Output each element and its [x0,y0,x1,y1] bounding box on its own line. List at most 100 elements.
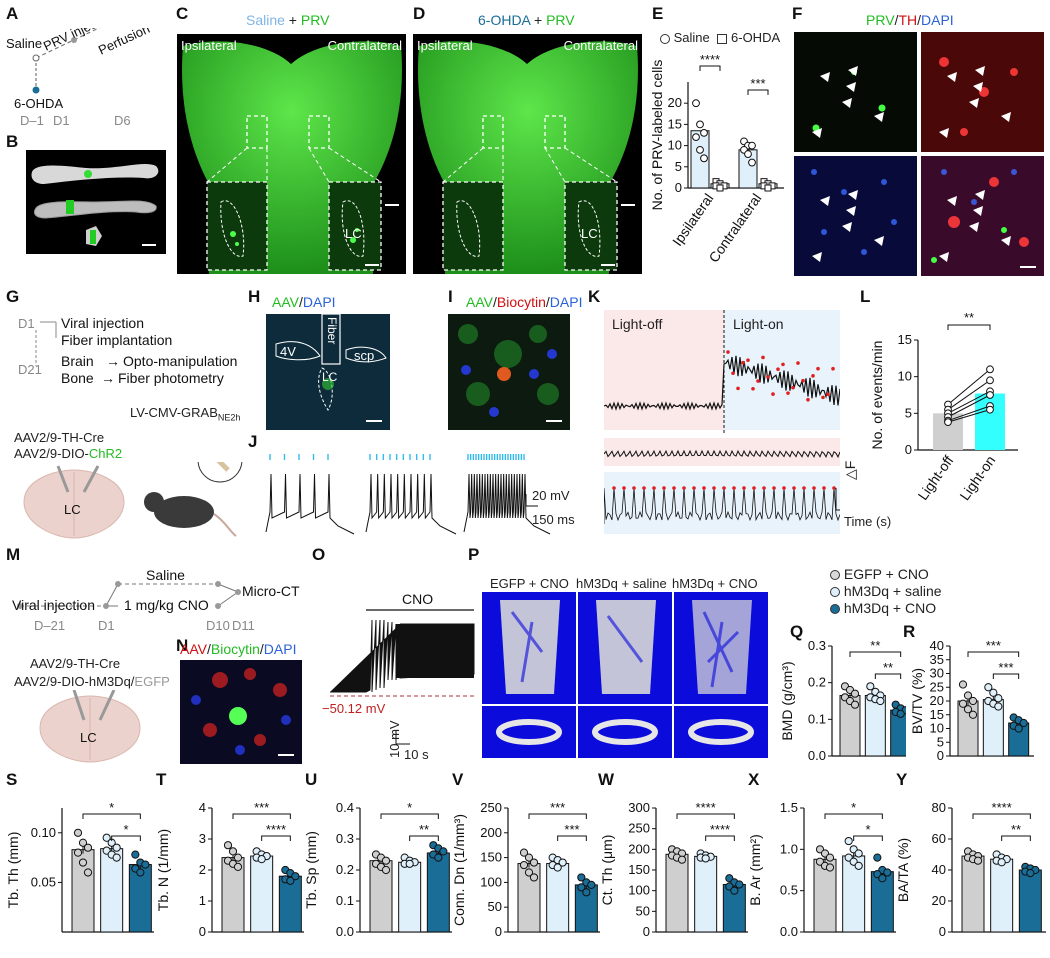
event-marker [796,361,800,365]
data-point [577,873,586,882]
sig-bracket [82,813,141,819]
sig-label: **** [696,800,716,815]
bar-light-on [975,393,1005,450]
panel-f-title: PRV/TH/DAPI [866,12,954,28]
m-aav1: AAV2/9-TH-Cre [30,656,121,671]
sig-label: * [865,822,870,837]
data-point [986,405,994,414]
data-point [850,700,860,709]
sig-bracket [824,813,883,819]
biocytin-n-image [180,660,302,764]
photometry-traces-k [604,310,840,534]
data-point [78,858,88,867]
y-tick-label: 200 [480,825,502,840]
data-point [291,872,300,881]
bar [398,861,422,933]
m-d1: D1 [98,618,115,633]
event-marker [826,392,830,397]
data-point [381,865,391,875]
data-point [587,880,596,889]
g-fiber: Fiber implantation [61,332,172,348]
data-point [519,860,529,870]
y-tick-label: 40 [930,638,944,653]
panel-label-w: W [598,770,615,789]
bar [546,863,570,933]
data-point [825,853,835,862]
y-tick-label: 0 [199,924,206,939]
data-point [854,861,863,870]
k-time-label: Time (s) [844,514,892,529]
sig-bracket [947,324,991,330]
m-cno: 1 mg/kg CNO [124,597,209,613]
pair-line [947,405,991,422]
legend-circle-icon [660,33,670,44]
sig-label: ** [870,638,880,653]
y-tick-label: 30 [930,666,944,681]
event-marker [682,486,686,490]
legend-qr: EGFP + CNO hM3Dq + saline hM3Dq + CNO [830,566,942,617]
event-marker [816,366,820,371]
contralateral-label: Contralateral [563,38,638,53]
data-point [963,705,973,714]
sig-bracket [967,651,1020,657]
data-point [968,696,978,706]
data-point [896,709,905,718]
y-tick-label: 0.1 [336,893,354,908]
sig-label: ** [964,310,974,325]
panel-label-q: Q [790,622,804,641]
y-tick-label: 100 [480,874,502,889]
panel-label-a: A [6,4,19,23]
event-marker [766,375,770,379]
panel-label-l: L [860,287,871,306]
data-point [994,702,1003,711]
timeline-a: Saline PRV injection Perfusion 6-OHDA D–… [6,28,152,128]
pair-line [947,368,991,405]
panel-label-e: E [652,4,664,23]
svg-text:→: → [106,353,120,369]
y-tick-label: 10 [930,721,944,736]
event-marker [802,486,806,490]
data-point [1019,718,1028,728]
y-tick-label: 4 [199,800,206,815]
data-point [141,860,150,869]
y-axis-label: Tb. N (1/mm) [155,829,171,911]
data-point [748,141,756,150]
data-point [730,886,739,895]
aav-th-cre-label: AAV2/9-TH-Cre [14,430,105,445]
data-point [524,853,534,862]
ephys-traces-j [265,454,551,535]
data-point [136,868,145,877]
bar [426,852,450,933]
lv-label: LV-CMV-GRABNE2h [130,405,241,423]
data-point [744,150,752,158]
fiber-label: Fiber [325,317,339,345]
sig-label: *** [750,76,765,91]
sig-bracket [992,673,1020,679]
legend-item-egfp-cno: EGFP + CNO [830,566,942,583]
ephys-trace-o: CNO [330,591,475,745]
panel-label-p: P [468,545,480,564]
sig-bracket [380,813,439,819]
event-marker [702,486,706,490]
bar [990,858,1014,933]
sig-label: **** [992,800,1012,815]
data-point [866,682,875,691]
y-tick-label: 25 [930,679,944,694]
panel-label-c: C [176,4,189,23]
m-micro: Micro-CT [242,583,300,599]
data-point [700,154,708,163]
event-marker [672,486,676,490]
data-point [850,689,860,698]
pair-line [947,390,991,414]
data-point [233,862,243,872]
data-point [381,856,391,865]
event-marker [642,486,646,490]
trace2-bg [604,438,840,466]
bone-render-image [26,150,166,254]
g-bone: Bone [61,370,94,386]
brain-illustration-m: LC [39,690,141,763]
data-point [878,874,887,883]
